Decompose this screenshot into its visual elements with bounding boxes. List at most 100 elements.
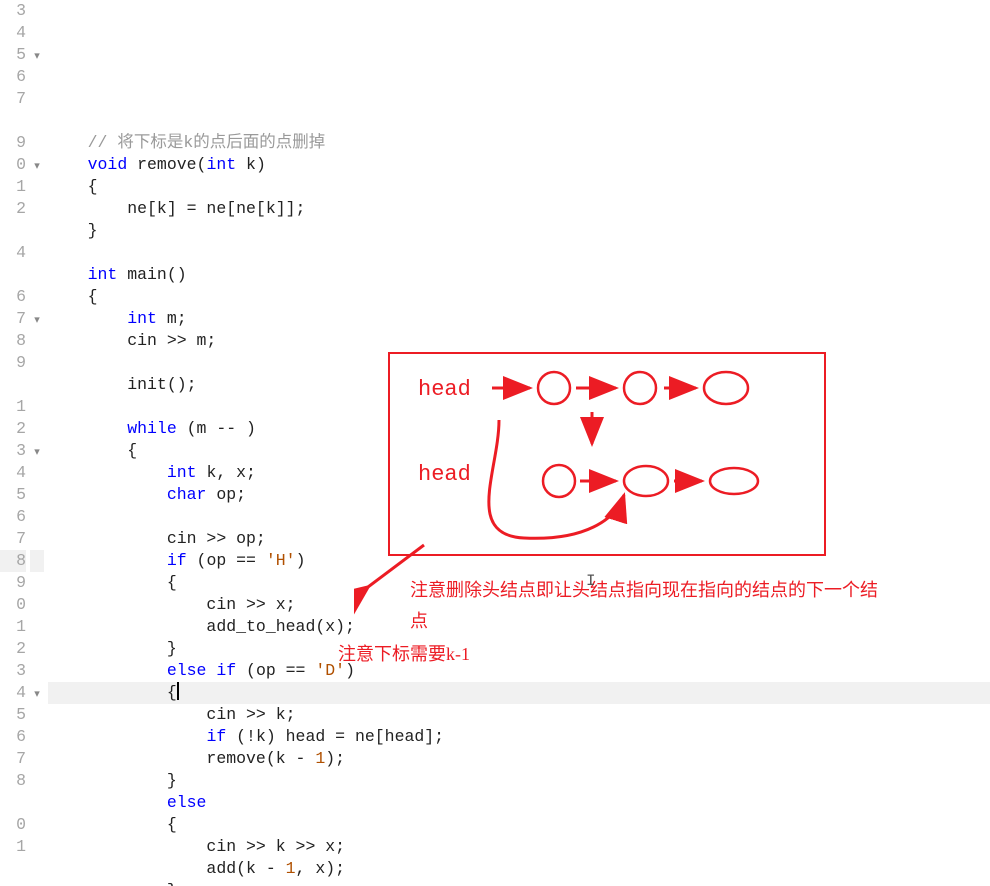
code-token <box>48 133 88 152</box>
code-token <box>48 419 127 438</box>
code-line[interactable]: // 将下标是k的点后面的点删掉 <box>48 132 990 154</box>
code-token: { <box>48 683 177 702</box>
fold-gutter-cell <box>30 836 44 858</box>
fold-gutter-cell <box>30 726 44 748</box>
code-line[interactable]: if (!k) head = ne[head]; <box>48 726 990 748</box>
line-number: 8 <box>0 770 26 792</box>
fold-marker-icon[interactable]: ▾ <box>34 315 40 327</box>
code-line[interactable]: cin >> x; <box>48 594 990 616</box>
fold-gutter-cell <box>30 572 44 594</box>
line-number: 7 <box>0 748 26 770</box>
fold-gutter-cell <box>30 110 44 132</box>
code-token: ne[k] = ne[ne[k]]; <box>48 199 305 218</box>
line-number <box>0 110 26 132</box>
fold-gutter-cell: ▾ <box>30 682 44 704</box>
line-number: 5 <box>0 704 26 726</box>
code-line[interactable]: add(k - 1, x); <box>48 858 990 880</box>
code-token: (op == <box>187 551 266 570</box>
code-token: if <box>167 551 187 570</box>
code-line[interactable]: while (m -- ) <box>48 418 990 440</box>
code-line[interactable]: { <box>48 814 990 836</box>
code-line[interactable]: ne[k] = ne[ne[k]]; <box>48 198 990 220</box>
code-token: (!k) head = ne[head]; <box>226 727 444 746</box>
line-number <box>0 220 26 242</box>
line-number: 1 <box>0 836 26 858</box>
fold-gutter-cell <box>30 88 44 110</box>
code-token <box>48 793 167 812</box>
ibeam-cursor-icon: I <box>586 570 596 592</box>
code-token: op; <box>206 485 246 504</box>
fold-marker-icon[interactable]: ▾ <box>34 689 40 701</box>
code-line[interactable] <box>48 506 990 528</box>
code-line[interactable]: void remove(int k) <box>48 154 990 176</box>
code-line[interactable]: } <box>48 638 990 660</box>
code-line[interactable]: else if (op == 'D') <box>48 660 990 682</box>
code-token: // 将下标是k的点后面的点删掉 <box>88 133 326 152</box>
line-number: 9 <box>0 352 26 374</box>
code-line[interactable]: else <box>48 792 990 814</box>
code-token: else if <box>167 661 236 680</box>
line-number: 0 <box>0 154 26 176</box>
code-line[interactable]: init(); <box>48 374 990 396</box>
fold-gutter-cell <box>30 462 44 484</box>
code-line[interactable]: cin >> m; <box>48 330 990 352</box>
code-line[interactable]: cin >> k; <box>48 704 990 726</box>
code-token: 'H' <box>266 551 296 570</box>
line-number: 7 <box>0 88 26 110</box>
code-token: 1 <box>286 859 296 878</box>
line-number: 8 <box>0 550 26 572</box>
code-line[interactable]: { <box>48 682 990 704</box>
fold-gutter-cell <box>30 594 44 616</box>
code-line[interactable] <box>48 352 990 374</box>
code-line[interactable]: } <box>48 220 990 242</box>
fold-gutter-cell <box>30 638 44 660</box>
line-number: 6 <box>0 66 26 88</box>
code-line[interactable]: { <box>48 572 990 594</box>
code-editor[interactable]: 3456790124678912345678901234567801 ▾▾▾▾▾… <box>0 0 990 886</box>
fold-gutter-cell <box>30 814 44 836</box>
fold-gutter-cell <box>30 198 44 220</box>
code-line[interactable]: if (op == 'H') <box>48 550 990 572</box>
code-line[interactable]: { <box>48 440 990 462</box>
code-line[interactable]: remove(k - 1); <box>48 748 990 770</box>
fold-marker-icon[interactable]: ▾ <box>34 161 40 173</box>
code-line[interactable]: } <box>48 770 990 792</box>
line-number: 7 <box>0 528 26 550</box>
code-token: m; <box>157 309 187 328</box>
line-number: 0 <box>0 594 26 616</box>
code-line[interactable]: cin >> op; <box>48 528 990 550</box>
code-line[interactable]: char op; <box>48 484 990 506</box>
line-number <box>0 374 26 396</box>
fold-gutter-cell <box>30 352 44 374</box>
code-token: int <box>206 155 236 174</box>
fold-gutter-cell: ▾ <box>30 154 44 176</box>
code-token: init(); <box>48 375 197 394</box>
fold-marker-icon[interactable]: ▾ <box>34 51 40 63</box>
code-line[interactable]: { <box>48 176 990 198</box>
code-token <box>48 485 167 504</box>
code-line[interactable]: int k, x; <box>48 462 990 484</box>
line-number: 4 <box>0 682 26 704</box>
code-area[interactable]: headhead // 将下标是k的点后面的点删掉 void remove(in… <box>44 0 990 886</box>
fold-column: ▾ ▾ ▾ ▾ ▾ <box>30 0 44 886</box>
code-token: add_to_head(x); <box>48 617 355 636</box>
code-line[interactable]: int main() <box>48 264 990 286</box>
fold-gutter-cell <box>30 528 44 550</box>
code-line[interactable]: int m; <box>48 308 990 330</box>
fold-gutter-cell <box>30 176 44 198</box>
code-token: cin >> op; <box>48 529 266 548</box>
code-line[interactable]: cin >> k >> x; <box>48 836 990 858</box>
code-line[interactable] <box>48 396 990 418</box>
fold-marker-icon[interactable]: ▾ <box>34 447 40 459</box>
code-token: char <box>167 485 207 504</box>
code-line[interactable] <box>48 242 990 264</box>
line-number: 9 <box>0 132 26 154</box>
code-line[interactable]: add_to_head(x); <box>48 616 990 638</box>
code-token: remove( <box>127 155 206 174</box>
code-line[interactable]: } <box>48 880 990 886</box>
line-number: 0 <box>0 814 26 836</box>
code-line[interactable]: { <box>48 286 990 308</box>
line-number: 3 <box>0 440 26 462</box>
fold-gutter-cell <box>30 484 44 506</box>
fold-gutter-cell <box>30 374 44 396</box>
